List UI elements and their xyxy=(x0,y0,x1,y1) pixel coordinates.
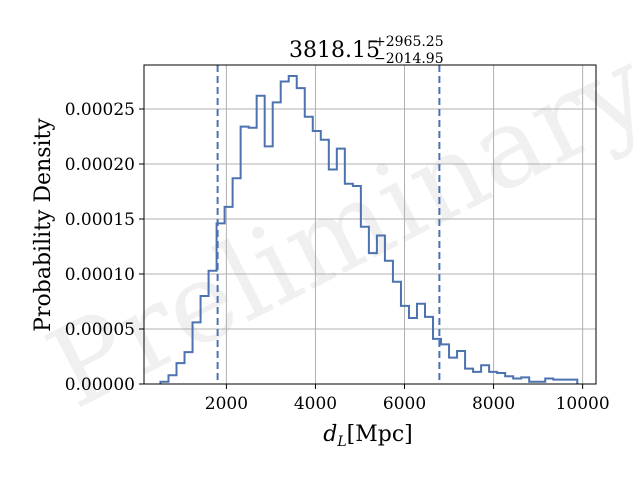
y-tick-label: 0.00025 xyxy=(65,100,135,120)
x-tick-label: 6000 xyxy=(383,394,426,414)
grid xyxy=(144,65,596,385)
chart-title-upper-error: +2965.25 xyxy=(374,34,444,50)
x-tick-label: 2000 xyxy=(205,394,248,414)
y-tick-label: 0.00000 xyxy=(65,375,135,395)
histogram-step-line xyxy=(159,75,579,384)
y-tick-label: 0.00015 xyxy=(65,210,135,230)
chart-title-lower-error: −2014.95 xyxy=(374,51,444,67)
quantile-lines xyxy=(216,65,441,384)
y-tick-label: 0.00010 xyxy=(65,265,135,285)
x-axis-label-unit: [Mpc] xyxy=(347,422,413,447)
axis-ticks xyxy=(139,108,584,389)
x-tick-label: 8000 xyxy=(472,394,515,414)
y-tick-label: 0.00005 xyxy=(65,320,135,340)
x-tick-label: 4000 xyxy=(294,394,337,414)
x-axis-label-symbol: d xyxy=(323,422,337,447)
x-axis-label: dL[Mpc] xyxy=(323,422,413,450)
x-axis-label-subscript: L xyxy=(336,434,346,450)
y-axis-label: Probability Density xyxy=(31,118,56,332)
x-tick-label: 10000 xyxy=(556,394,610,414)
y-tick-label: 0.00020 xyxy=(65,155,135,175)
chart-title-value: 3818.15 xyxy=(289,38,380,63)
plot-frame xyxy=(143,64,597,385)
